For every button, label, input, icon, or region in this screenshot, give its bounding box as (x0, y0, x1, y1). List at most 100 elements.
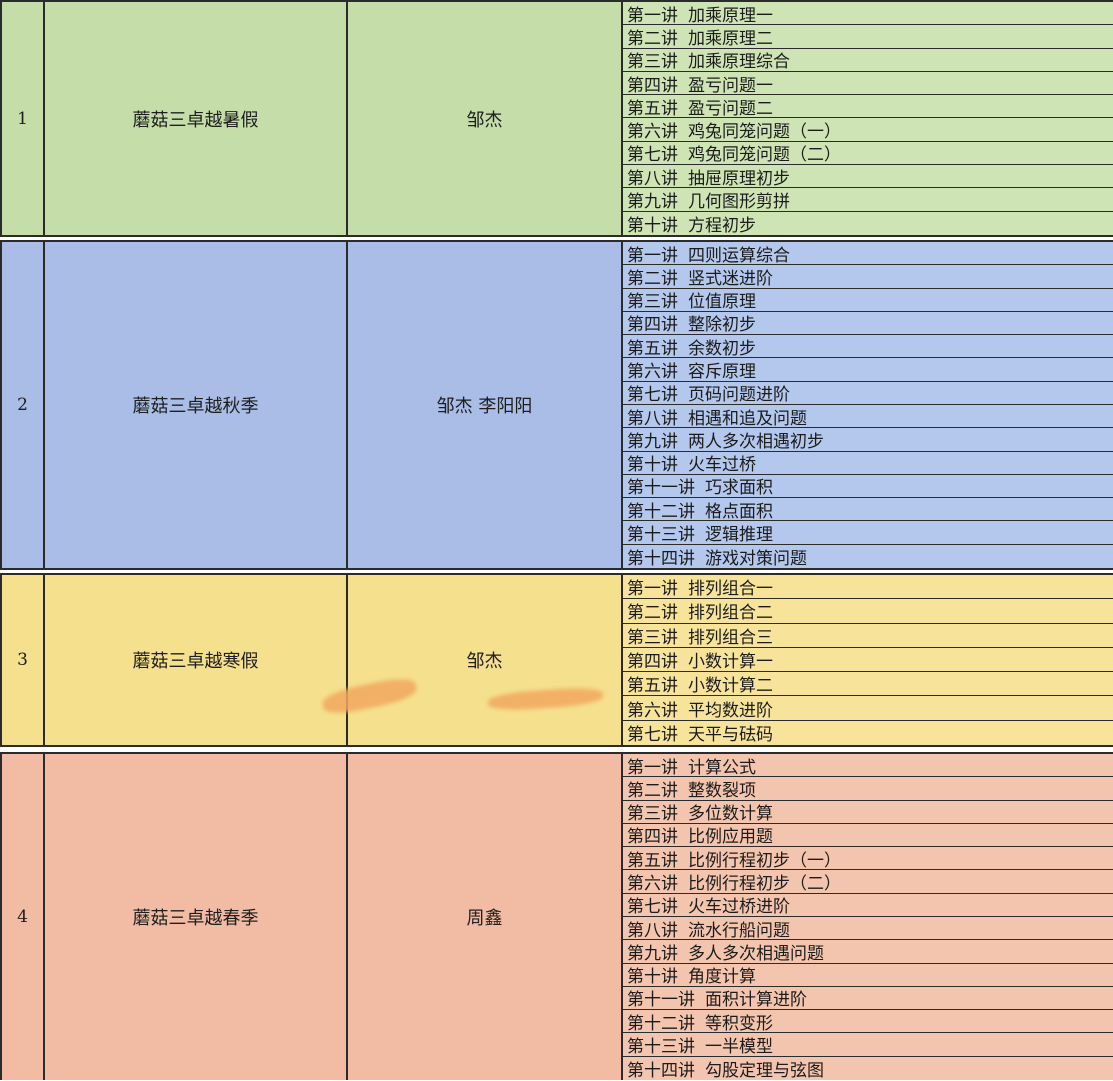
lesson-title: 几何图形剪拼 (688, 192, 790, 213)
lesson-number: 第一讲 (627, 757, 678, 778)
lesson-item: 第一讲 排列组合一 (623, 575, 1113, 600)
lesson-item: 第八讲 抽屉原理初步 (623, 165, 1113, 189)
lesson-number: 第八讲 (627, 168, 678, 189)
lesson-number: 第七讲 (627, 725, 678, 746)
lesson-list: 第一讲 四则运算综合 第二讲 竖式迷进阶 第三讲 位值原理 第四讲 整除初步 第五讲 余数初步 第六… (623, 242, 1113, 569)
lesson-item: 第五讲 盈亏问题二 (623, 95, 1113, 119)
lesson-title: 勾股定理与弦图 (705, 1060, 824, 1081)
lesson-title: 抽屉原理初步 (688, 168, 790, 189)
lesson-title: 加乘原理二 (688, 28, 773, 49)
row-separator (0, 745, 1113, 752)
lesson-item: 第二讲 加乘原理二 (623, 25, 1113, 49)
lesson-number: 第八讲 (627, 408, 678, 429)
lesson-title: 多人多次相遇问题 (688, 943, 824, 964)
lesson-title: 排列组合三 (688, 627, 773, 648)
lesson-title: 位值原理 (688, 292, 756, 313)
lesson-number: 第十讲 (627, 967, 678, 988)
lesson-title: 火车过桥 (688, 455, 756, 476)
lesson-item: 第四讲 比例应用题 (623, 824, 1113, 847)
lesson-number: 第三讲 (627, 804, 678, 825)
lesson-item: 第五讲 小数计算二 (623, 672, 1113, 697)
lesson-item: 第十讲 火车过桥 (623, 452, 1113, 475)
lesson-number: 第十讲 (627, 455, 678, 476)
lesson-title: 页码问题进阶 (688, 385, 790, 406)
lesson-title: 小数计算二 (688, 676, 773, 697)
lesson-title: 逻辑推理 (705, 525, 773, 546)
lesson-item: 第三讲 多位数计算 (623, 801, 1113, 824)
lesson-title: 排列组合二 (688, 603, 773, 624)
lesson-item: 第八讲 相遇和追及问题 (623, 405, 1113, 429)
lesson-item: 第十四讲 游戏对策问题 (623, 545, 1113, 569)
lesson-item: 第三讲 排列组合三 (623, 624, 1113, 648)
lesson-title: 相遇和追及问题 (688, 408, 807, 429)
row-separator (0, 568, 1113, 573)
lesson-number: 第十三讲 (627, 1037, 695, 1058)
lesson-number: 第四讲 (627, 75, 678, 96)
lesson-item: 第七讲 火车过桥进阶 (623, 894, 1113, 917)
lesson-title: 巧求面积 (705, 478, 773, 499)
teacher-name: 邹杰 李阳阳 (348, 242, 623, 568)
lesson-item: 第十讲 方程初步 (623, 212, 1113, 236)
lesson-title: 游戏对策问题 (705, 548, 807, 569)
lesson-item: 第五讲 余数初步 (623, 335, 1113, 359)
lesson-number: 第十一讲 (627, 990, 695, 1011)
lesson-title: 计算公式 (688, 757, 756, 778)
lesson-item: 第十二讲 等积变形 (623, 1010, 1113, 1034)
lesson-item: 第一讲 计算公式 (623, 754, 1113, 778)
lesson-number: 第七讲 (627, 385, 678, 406)
lesson-title: 一半模型 (705, 1037, 773, 1058)
lesson-list: 第一讲 排列组合一 第二讲 排列组合二 第三讲 排列组合三 第四讲 小数计算一 第五讲 小数计算二… (623, 575, 1113, 745)
lesson-item: 第四讲 盈亏问题一 (623, 72, 1113, 96)
lesson-item: 第七讲 天平与砝码 (623, 721, 1113, 745)
row-number: 1 (0, 2, 45, 235)
lesson-item: 第五讲 比例行程初步（一） (623, 847, 1113, 871)
lesson-item: 第十四讲 勾股定理与弦图 (623, 1057, 1113, 1081)
lesson-title: 天平与砝码 (688, 725, 773, 746)
lesson-item: 第三讲 位值原理 (623, 289, 1113, 312)
lesson-number: 第二讲 (627, 603, 678, 624)
lesson-item: 第十讲 角度计算 (623, 964, 1113, 987)
lesson-item: 第七讲 鸡兔同笼问题（二） (623, 142, 1113, 165)
lesson-number: 第九讲 (627, 431, 678, 452)
lesson-title: 面积计算进阶 (705, 990, 807, 1011)
lesson-title: 盈亏问题一 (688, 75, 773, 96)
lesson-number: 第四讲 (627, 827, 678, 848)
course-row-4: 4 蘑菇三卓越春季 周鑫 第一讲 计算公式 第二讲 整数裂项 第三讲 多位数计算 第四讲 比例… (0, 752, 1113, 1081)
course-row-1: 1 蘑菇三卓越暑假 邹杰 第一讲 加乘原理一 第二讲 加乘原理二 第三讲 加乘原理综合 第四… (0, 0, 1113, 236)
lesson-item: 第十一讲 面积计算进阶 (623, 987, 1113, 1010)
lesson-number: 第十一讲 (627, 478, 695, 499)
lesson-number: 第九讲 (627, 943, 678, 964)
lesson-number: 第十三讲 (627, 525, 695, 546)
lesson-number: 第三讲 (627, 627, 678, 648)
lesson-number: 第七讲 (627, 145, 678, 166)
lesson-item: 第十一讲 巧求面积 (623, 475, 1113, 498)
lesson-number: 第一讲 (627, 5, 678, 26)
lesson-title: 盈亏问题二 (688, 98, 773, 119)
lesson-item: 第六讲 平均数进阶 (623, 696, 1113, 721)
lesson-title: 排列组合一 (688, 579, 773, 600)
lesson-item: 第二讲 整数裂项 (623, 777, 1113, 801)
teacher-name: 邹杰 (348, 2, 623, 235)
lesson-title: 格点面积 (705, 501, 773, 522)
lesson-item: 第七讲 页码问题进阶 (623, 382, 1113, 405)
lesson-list: 第一讲 计算公式 第二讲 整数裂项 第三讲 多位数计算 第四讲 比例应用题 第五讲 比例行程初步（… (623, 754, 1113, 1081)
lesson-number: 第六讲 (627, 122, 678, 143)
lesson-item: 第六讲 比例行程初步（二） (623, 870, 1113, 894)
lesson-title: 火车过桥进阶 (688, 897, 790, 918)
lesson-title: 比例应用题 (688, 827, 773, 848)
lesson-number: 第六讲 (627, 362, 678, 383)
lesson-item: 第十二讲 格点面积 (623, 498, 1113, 522)
lesson-number: 第三讲 (627, 52, 678, 73)
lesson-title: 等积变形 (705, 1013, 773, 1034)
lesson-title: 角度计算 (688, 967, 756, 988)
course-row-2: 2 蘑菇三卓越秋季 邹杰 李阳阳 第一讲 四则运算综合 第二讲 竖式迷进阶 第三讲 位值原… (0, 240, 1113, 569)
lesson-number: 第十二讲 (627, 1013, 695, 1034)
lesson-number: 第五讲 (627, 850, 678, 871)
lesson-number: 第五讲 (627, 98, 678, 119)
row-number: 3 (0, 575, 45, 745)
lesson-title: 比例行程初步（一） (688, 850, 841, 871)
course-row-3: 3 蘑菇三卓越寒假 邹杰 第一讲 排列组合一 第二讲 排列组合二 第三讲 排列组合三 第四讲… (0, 573, 1113, 745)
lesson-item: 第六讲 鸡兔同笼问题（一） (623, 118, 1113, 143)
row-number: 2 (0, 242, 45, 568)
